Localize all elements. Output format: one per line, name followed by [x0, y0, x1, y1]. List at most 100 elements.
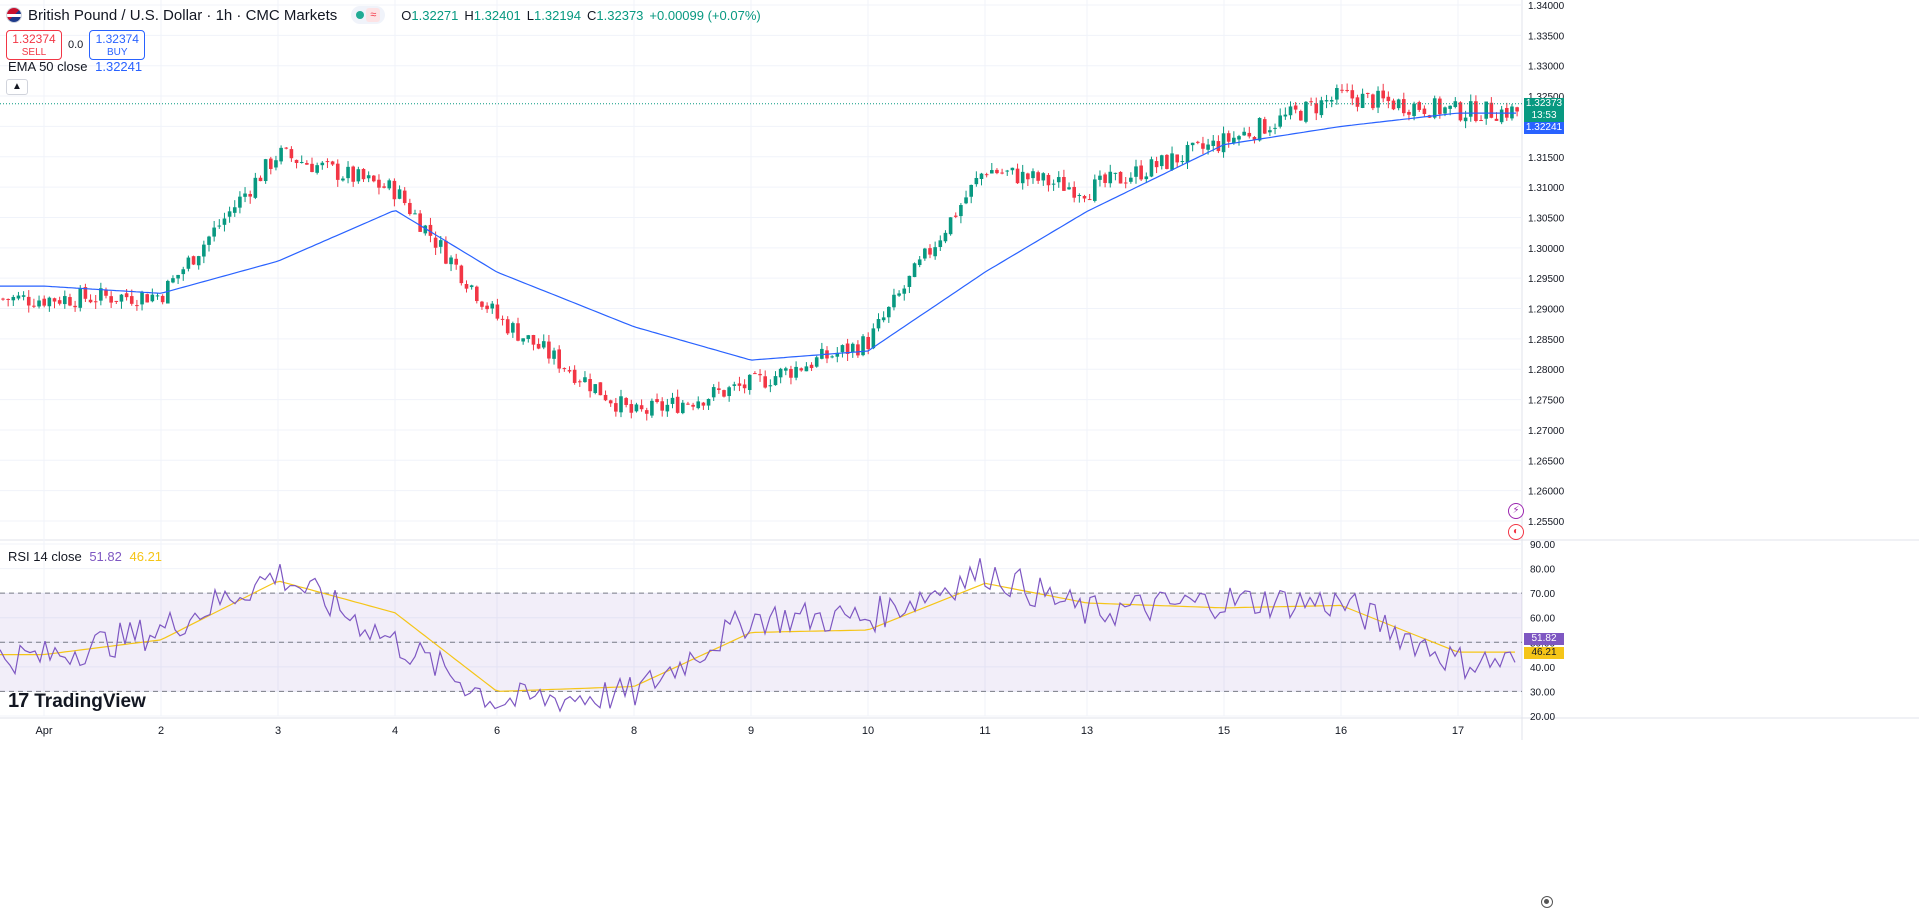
candle-body	[583, 377, 587, 383]
ema-legend[interactable]: EMA 50 close 1.32241	[8, 59, 142, 74]
candle-body	[1201, 143, 1205, 149]
candle-body	[377, 179, 381, 188]
tradingview-logo[interactable]: 17 TradingView	[8, 690, 146, 713]
buy-button[interactable]: 1.32374 BUY	[89, 30, 146, 60]
candle-body	[243, 193, 247, 197]
candle-body	[943, 232, 948, 242]
candle-body	[104, 289, 108, 296]
candle-body	[1206, 144, 1210, 150]
candle-body	[1159, 155, 1164, 167]
high-value: 1.32401	[473, 7, 521, 23]
candle-body	[572, 369, 577, 383]
candle-body	[1309, 101, 1313, 103]
price-axis: 1.340001.335001.330001.325001.320001.315…	[1528, 1, 1565, 528]
candle-body	[433, 237, 438, 248]
candle-body	[511, 323, 515, 333]
candle-body	[155, 295, 160, 297]
candle-body	[1463, 117, 1468, 122]
chevron-up-icon: ▲	[12, 81, 22, 92]
candle-body	[1432, 98, 1437, 118]
candle-body	[567, 370, 572, 372]
candle-body	[794, 366, 798, 378]
ema-line	[0, 112, 1516, 361]
candle-body	[995, 169, 999, 174]
candle-body	[269, 158, 273, 169]
candle-body	[469, 285, 474, 288]
candle-body	[1056, 177, 1061, 183]
time-tick-label: 15	[1218, 725, 1230, 737]
candle-body	[32, 305, 36, 307]
candle-body	[1175, 154, 1179, 163]
collapse-legend-button[interactable]: ▲	[6, 79, 28, 95]
candle-body	[789, 368, 793, 378]
candle-body	[166, 280, 170, 304]
time-tick-label: 11	[979, 725, 990, 737]
candle-body	[1479, 120, 1483, 122]
candle-body	[912, 263, 917, 278]
candle-body	[217, 225, 222, 227]
candle-body	[1407, 111, 1411, 115]
candle-body	[222, 218, 227, 225]
candle-body	[603, 394, 608, 401]
time-tick-label: 4	[392, 725, 398, 737]
candle-body	[305, 163, 309, 165]
candle-body	[619, 396, 623, 413]
candle-body	[526, 335, 531, 339]
high-label: H	[464, 7, 474, 23]
candle-body	[150, 294, 155, 302]
candle-body	[1335, 88, 1339, 100]
candle-body	[63, 296, 67, 305]
candle-body	[928, 248, 932, 255]
candle-body	[686, 403, 690, 405]
symbol-title[interactable]: British Pound / U.S. Dollar · 1h · CMC M…	[28, 6, 338, 24]
candle-body	[335, 163, 340, 180]
rsi-ma-legend-value: 46.21	[129, 549, 163, 564]
market-status-pills[interactable]: ≈	[351, 6, 386, 24]
candle-body	[717, 388, 721, 391]
candle-body	[495, 304, 500, 319]
candle-body	[1350, 90, 1355, 99]
candle-body	[315, 165, 319, 173]
candle-body	[464, 284, 469, 289]
candle-body	[1443, 107, 1447, 114]
candle-body	[490, 303, 495, 309]
candle-body	[1494, 118, 1499, 121]
candle-body	[387, 180, 392, 189]
candle-body	[11, 296, 16, 301]
candle-body	[552, 350, 556, 359]
candle-body	[1252, 137, 1257, 140]
candle-body	[505, 319, 510, 334]
candle-body	[428, 224, 433, 236]
candle-body	[1262, 119, 1267, 134]
candle-body	[1144, 176, 1149, 180]
candle-body	[948, 217, 953, 235]
candle-body	[871, 328, 876, 349]
candle-body	[737, 383, 742, 386]
time-tick-label: Apr	[35, 725, 52, 737]
candle-body	[1402, 99, 1406, 114]
candle-body	[263, 159, 268, 182]
candle-body	[588, 379, 592, 392]
candle-body	[830, 356, 834, 358]
news-flag-icon[interactable]: ◐	[1508, 524, 1524, 540]
trade-panel: 1.32374 SELL 0.0 1.32374 BUY	[6, 30, 146, 60]
candle-body	[1304, 101, 1308, 122]
candle-body	[351, 166, 355, 182]
candle-body	[1319, 100, 1324, 116]
rsi-tick-label: 60.00	[1530, 614, 1555, 625]
price-tick-label: 1.26500	[1528, 456, 1565, 467]
candle-body	[454, 258, 458, 265]
candle-body	[238, 196, 242, 208]
candle-body	[917, 259, 922, 266]
candle-body	[907, 275, 912, 287]
rsi-legend-value: 51.82	[89, 549, 122, 564]
sell-button[interactable]: 1.32374 SELL	[6, 30, 62, 60]
time-tick-label: 3	[275, 725, 281, 737]
rsi-legend[interactable]: RSI 14 close 51.82 46.21	[8, 549, 162, 564]
settings-gear-icon[interactable]	[1541, 896, 1553, 908]
lightning-icon[interactable]: ⚡	[1508, 503, 1524, 519]
low-value: 1.32194	[534, 7, 582, 23]
candle-body	[42, 298, 46, 306]
candle-body	[778, 368, 783, 378]
